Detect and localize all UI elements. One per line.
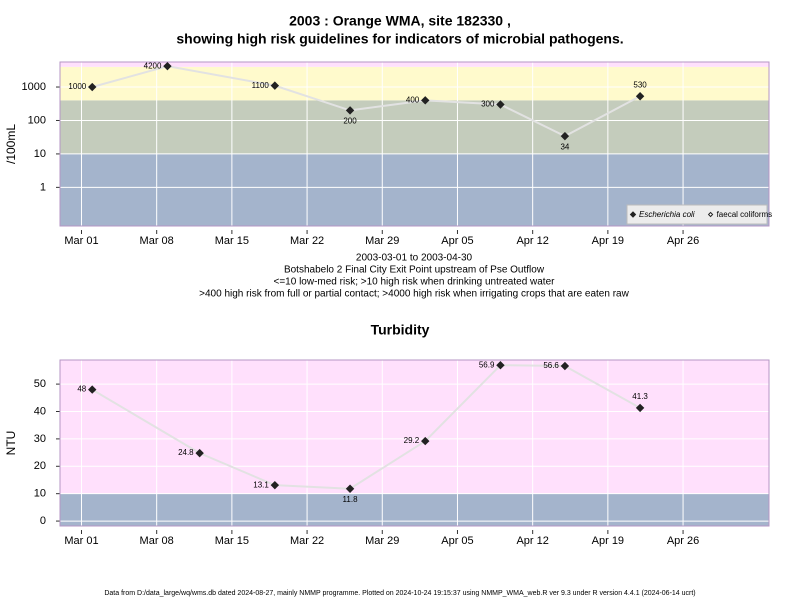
data-label: 29.2 — [404, 436, 420, 445]
data-label: 34 — [560, 142, 569, 151]
data-point — [560, 131, 570, 141]
data-label: 24.8 — [178, 448, 194, 457]
data-point — [88, 385, 97, 394]
data-label: 1000 — [68, 82, 86, 91]
x-tick-label: Apr 26 — [667, 235, 699, 247]
y-tick-label: 10 — [34, 488, 46, 500]
data-label: 41.3 — [632, 392, 648, 401]
x-tick-label: Apr 05 — [441, 235, 473, 247]
data-point — [635, 403, 645, 413]
caption-line: Botshabelo 2 Final City Exit Point upstr… — [284, 265, 545, 276]
risk-band — [60, 360, 769, 494]
caption-line: 2003-03-01 to 2003-04-30 — [356, 253, 473, 264]
data-label: 48 — [77, 385, 86, 394]
data-label: 530 — [633, 80, 647, 89]
data-label: 400 — [406, 95, 420, 104]
chart-title: 2003 : Orange WMA, site 182330 , — [289, 13, 511, 29]
data-label: 300 — [481, 100, 495, 109]
legend-label: faecal coliforms — [717, 210, 773, 219]
x-tick-label: Mar 22 — [290, 235, 324, 247]
chart-title: Turbidity — [371, 322, 430, 338]
x-tick-label: Apr 12 — [516, 535, 548, 547]
chart-title: showing high risk guidelines for indicat… — [176, 31, 623, 47]
risk-band — [60, 62, 769, 67]
data-point — [421, 436, 430, 446]
x-tick-label: Mar 29 — [365, 535, 399, 547]
y-tick-label: 30 — [34, 433, 46, 445]
x-tick-label: Apr 12 — [516, 235, 548, 247]
legend-box — [626, 204, 768, 225]
data-point — [496, 100, 505, 109]
caption-line: <=10 low-med risk; >10 high risk when dr… — [274, 277, 556, 288]
x-tick-label: Mar 08 — [140, 235, 174, 247]
y-tick-label: 10 — [34, 148, 46, 160]
x-tick-label: Mar 01 — [64, 235, 98, 247]
legend-marker — [707, 211, 714, 218]
data-point — [163, 61, 172, 71]
y-axis-label: NTU — [4, 431, 18, 456]
data-line — [91, 65, 641, 138]
data-label: 200 — [343, 117, 357, 126]
y-tick-label: 1 — [40, 181, 46, 193]
data-point — [88, 82, 97, 92]
data-line — [91, 364, 641, 490]
x-tick-label: Apr 05 — [441, 535, 473, 547]
data-label: 11.8 — [343, 495, 359, 504]
data-point — [270, 480, 280, 490]
footer: Data from D:/data_large/wq/wms.db dated … — [104, 590, 695, 597]
y-tick-label: 100 — [28, 114, 46, 126]
data-label: 1100 — [252, 81, 270, 90]
y-tick-label: 20 — [34, 460, 46, 472]
y-tick-label: 50 — [34, 378, 46, 390]
caption-line: >400 high risk from full or partial cont… — [199, 289, 629, 300]
data-point — [195, 448, 204, 458]
data-label: 13.1 — [253, 480, 269, 489]
x-tick-label: Mar 22 — [290, 535, 324, 547]
data-label: 4200 — [144, 61, 162, 70]
y-tick-label: 1000 — [22, 81, 46, 93]
y-tick-label: 0 — [40, 515, 46, 527]
x-tick-label: Apr 26 — [667, 535, 699, 547]
x-tick-label: Apr 19 — [592, 535, 624, 547]
x-tick-label: Mar 01 — [64, 535, 98, 547]
legend-label: Escherichia coli — [639, 210, 695, 219]
data-point — [345, 484, 355, 493]
plot-border — [59, 61, 770, 227]
x-tick-label: Mar 29 — [365, 235, 399, 247]
risk-band — [60, 66, 769, 101]
data-label: 56.6 — [543, 361, 559, 370]
y-axis-label: /100mL — [4, 124, 18, 164]
data-label: 56.9 — [479, 360, 495, 369]
data-point — [635, 92, 645, 101]
data-point — [421, 96, 430, 105]
data-point — [496, 360, 505, 370]
data-point — [560, 361, 570, 371]
x-tick-label: Mar 15 — [215, 235, 249, 247]
x-tick-label: Apr 19 — [592, 235, 624, 247]
x-tick-label: Mar 15 — [215, 535, 249, 547]
y-tick-label: 40 — [34, 405, 46, 417]
x-tick-label: Mar 08 — [140, 535, 174, 547]
data-point — [270, 81, 280, 90]
data-point — [345, 106, 355, 115]
legend-marker — [629, 211, 637, 218]
risk-band — [60, 100, 769, 154]
plot-border — [59, 359, 770, 527]
